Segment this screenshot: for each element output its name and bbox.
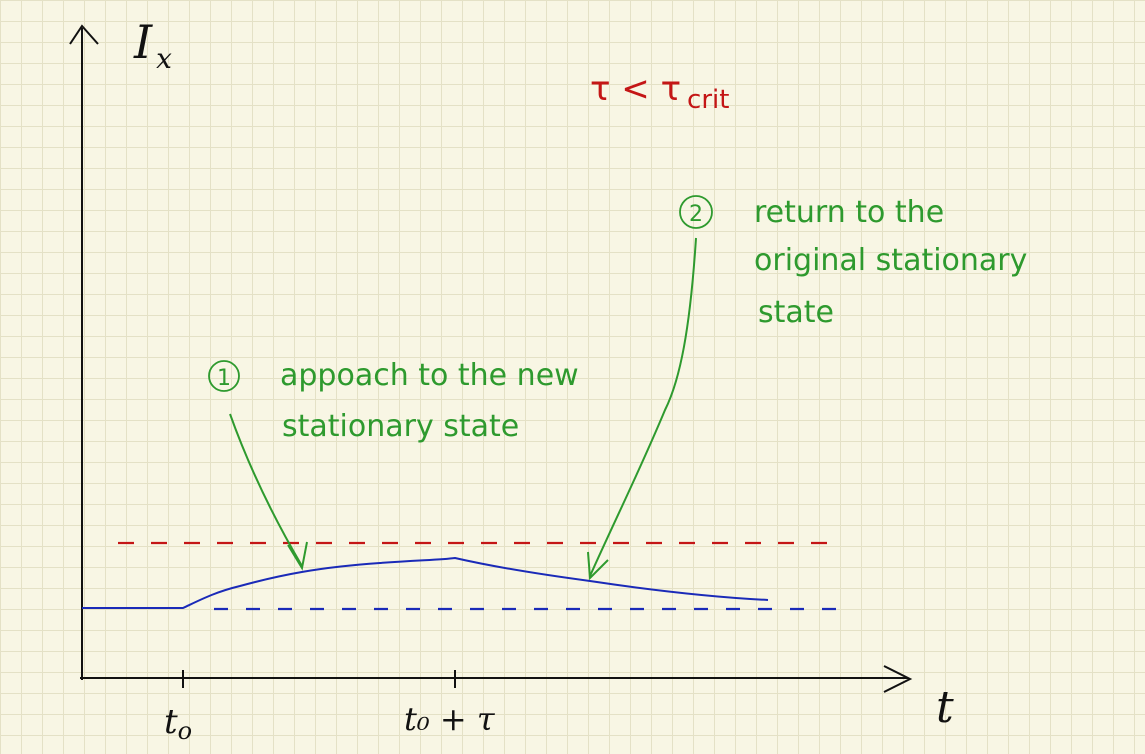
annotation-1-badge (208, 360, 240, 392)
tick-label-t0-tau: t₀ + τ (404, 700, 496, 738)
annotation-1-arrowhead (287, 541, 308, 571)
annotation-1-number: 1 (217, 366, 231, 391)
annotation-1-arrow (229, 413, 303, 567)
annotation-return: 2 return to the original stationary stat… (587, 195, 1027, 581)
response-curve (82, 556, 769, 609)
condition-label: τ < τ crit (590, 69, 729, 115)
annotation-1-line1: appoach to the new (280, 358, 579, 393)
y-axis (69, 24, 99, 680)
annotation-2-line3: state (758, 295, 834, 330)
annotation-2-arrowhead (587, 551, 609, 581)
tick-label-t0: to (164, 702, 192, 745)
annotation-2-line2: original stationary (754, 243, 1027, 278)
annotation-1-line2: stationary state (282, 409, 519, 444)
annotation-approach: 1 appoach to the new stationary state (208, 358, 579, 571)
x-axis (80, 665, 913, 693)
annotation-2-arrow (589, 237, 697, 577)
x-axis-label: t (936, 682, 954, 733)
annotation-2-line1: return to the (754, 195, 944, 230)
annotation-2-number: 2 (689, 202, 703, 227)
annotation-2-badge (679, 195, 713, 229)
